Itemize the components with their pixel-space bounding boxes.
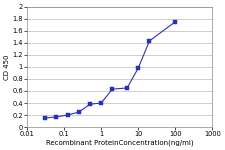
X-axis label: Recombinant ProteinConcentration(ng/ml): Recombinant ProteinConcentration(ng/ml) bbox=[46, 139, 194, 146]
Y-axis label: CD 450: CD 450 bbox=[4, 54, 10, 80]
